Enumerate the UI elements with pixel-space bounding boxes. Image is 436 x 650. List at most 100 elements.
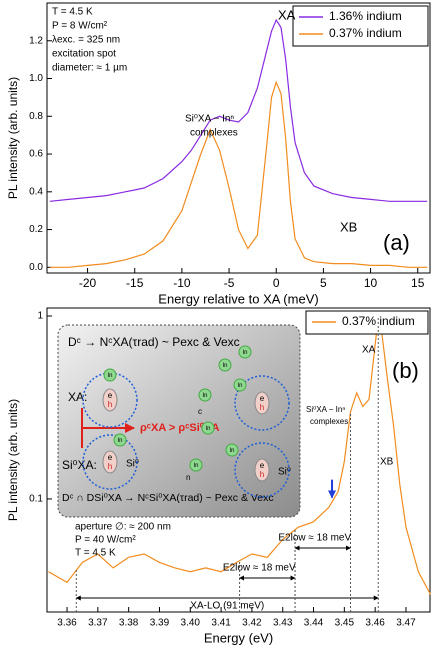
y-tick-label: 1.2 xyxy=(29,35,43,46)
exciton-area xyxy=(82,372,138,428)
exciton xyxy=(102,388,118,412)
exciton xyxy=(254,391,270,415)
x-tick-label: 3.45 xyxy=(335,618,355,629)
note: excitation spot xyxy=(52,49,116,60)
note: P = 40 W/cm² xyxy=(75,535,136,546)
note: T = 4.5 K xyxy=(75,548,116,559)
inset-text: Si⁰XA: xyxy=(62,458,97,472)
particle: In xyxy=(237,383,242,389)
inset: Dᶜ → NᶜXA(τrad) ~ Pexc & Vexc XA: ρᶜXA > ρ… xyxy=(57,324,301,518)
inset-text: Dᶜ ∩ DSi⁰XA → NᶜSi⁰XA(τrad) ~ Pexc & Vex… xyxy=(62,492,274,504)
exciton-area xyxy=(82,434,138,490)
y-tick-label: 0.2 xyxy=(29,224,43,235)
x-tick-label: 3.46 xyxy=(365,618,385,629)
y-axis-label: PL intensity (arb. units) xyxy=(6,399,20,521)
y-tick-label: 0.0 xyxy=(29,262,43,273)
y-tick-label: 1 xyxy=(37,311,43,322)
inset-text: ρᶜXA > ρᶜSi⁰XA xyxy=(140,422,220,434)
x-tick-label: 5 xyxy=(320,276,327,290)
plot-frame xyxy=(46,307,431,613)
x-tick-label: 3.39 xyxy=(150,618,170,629)
data-line xyxy=(49,18,428,202)
particle: In xyxy=(242,350,247,356)
particle: e xyxy=(108,453,113,462)
x-tick-label: 3.43 xyxy=(273,618,293,629)
x-tick-label: 0 xyxy=(273,276,280,290)
x-tick-label: 3.41 xyxy=(211,618,231,629)
x-axis-label: Energy (eV) xyxy=(204,630,273,645)
y-tick-label: 0.1 xyxy=(29,494,43,505)
span-label: E2low ≈ 18 meV xyxy=(278,533,351,544)
plot-frame xyxy=(46,2,431,274)
exciton xyxy=(254,458,270,482)
note: diameter: ≈ 1 µm xyxy=(52,63,127,74)
x-tick-label: 3.40 xyxy=(181,618,201,629)
particle: e xyxy=(260,461,265,470)
peak-label: XA xyxy=(362,345,376,356)
legend-label: 1.36% indium xyxy=(329,9,402,23)
note: P = 8 W/cm² xyxy=(52,21,108,32)
indium xyxy=(238,345,252,359)
x-tick-label: -10 xyxy=(173,276,191,290)
note: T = 4.5 K xyxy=(52,7,93,18)
indium xyxy=(233,378,247,392)
x-tick-label: 3.47 xyxy=(396,618,416,629)
particle: In xyxy=(193,463,198,469)
particle: h xyxy=(108,462,112,471)
y-tick-label: 0.4 xyxy=(29,186,43,197)
particle: In xyxy=(117,438,122,444)
x-tick-label: 3.36 xyxy=(57,618,77,629)
particle: In xyxy=(222,363,227,369)
particle: c xyxy=(198,407,202,416)
indium xyxy=(189,458,203,472)
indium xyxy=(225,443,239,457)
particle: n xyxy=(186,473,190,482)
x-tick-label: 3.44 xyxy=(304,618,324,629)
indium xyxy=(218,358,232,372)
peak-label: complexes xyxy=(310,417,348,426)
x-axis-label: Energy relative to XA (meV) xyxy=(158,291,318,306)
y-tick-label: 1.0 xyxy=(29,73,43,84)
data-line xyxy=(48,317,432,595)
particle: In xyxy=(202,393,207,399)
inset-box xyxy=(57,324,301,518)
peak-label: Si⁰XA − Inⁿ xyxy=(185,114,234,125)
indium xyxy=(198,388,212,402)
exciton-area xyxy=(234,442,290,498)
legend-box xyxy=(292,5,429,47)
particle: h xyxy=(108,400,112,409)
span-label: XA-LO (91 meV) xyxy=(190,601,264,612)
legend-label: 0.37% indium xyxy=(329,26,402,40)
inset-text: XA: xyxy=(68,390,87,404)
particle: e xyxy=(260,394,265,403)
exciton-area xyxy=(234,375,290,431)
panel-label: (a) xyxy=(383,230,410,255)
indium xyxy=(113,433,127,447)
note: λexc. = 325 nm xyxy=(52,35,120,46)
x-tick-label: -5 xyxy=(224,276,235,290)
particle: Si⁰ xyxy=(126,459,139,470)
x-tick-label: 3.37 xyxy=(88,618,108,629)
x-tick-label: 10 xyxy=(364,276,378,290)
particle: In xyxy=(107,373,112,379)
peak-label: XB xyxy=(340,219,357,234)
particle: h xyxy=(260,403,264,412)
exciton xyxy=(102,450,118,474)
peak-label: complexes xyxy=(190,128,238,139)
indium xyxy=(103,368,117,382)
legend-label: 0.37% indium xyxy=(342,314,415,328)
x-tick-label: 3.42 xyxy=(242,618,262,629)
particle: Si⁰ xyxy=(278,467,291,478)
note: aperture ∅: ≈ 200 nm xyxy=(75,522,171,533)
y-tick-label: 0.8 xyxy=(29,111,43,122)
y-tick-label: 0.6 xyxy=(29,149,43,160)
particle: h xyxy=(260,470,264,479)
inset-arrow xyxy=(81,408,134,448)
peak-label: XA xyxy=(278,7,296,22)
peak-label: Si⁰XA − Inⁿ xyxy=(306,405,345,414)
panel-label: (b) xyxy=(392,358,419,383)
span-label: E2low ≈ 18 meV xyxy=(223,563,296,574)
particle: In xyxy=(205,426,210,432)
